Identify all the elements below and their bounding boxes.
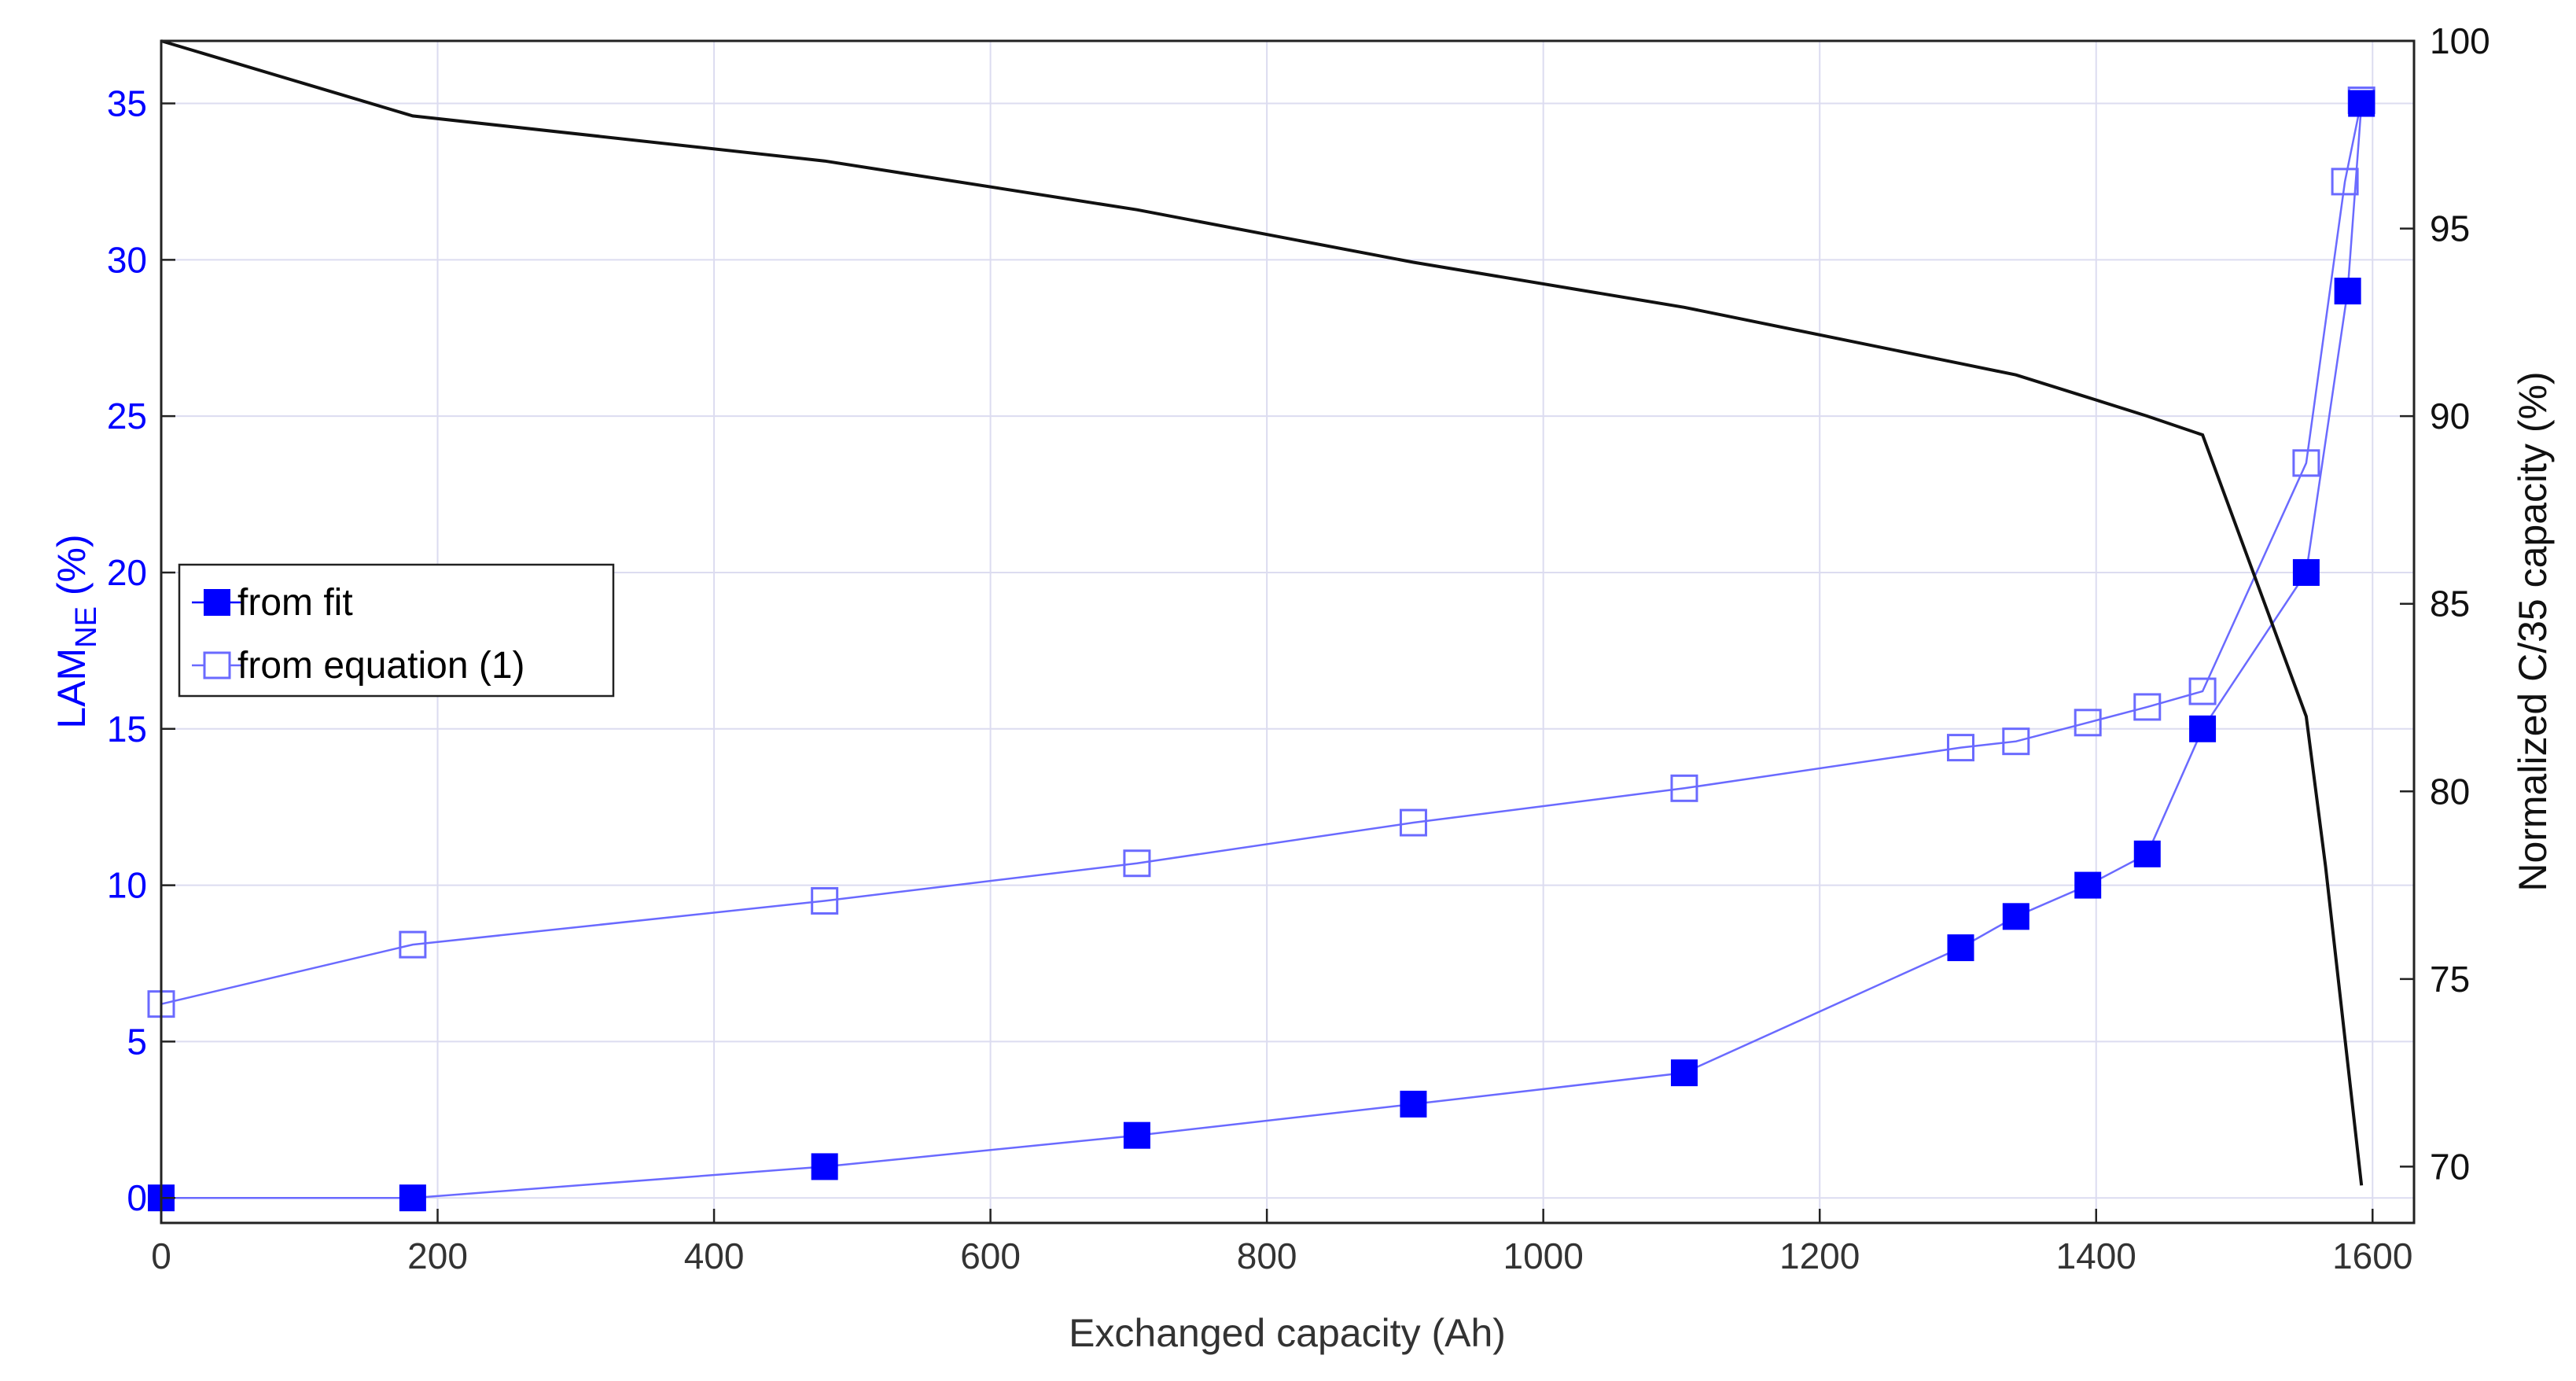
y-left-tick-label: 5 <box>127 1021 147 1062</box>
series-layer <box>147 39 2375 1212</box>
series-capacity-line <box>160 39 2364 1186</box>
from-equation-point <box>2292 449 2320 477</box>
from-equation-point <box>1123 849 1151 878</box>
legend-marker-from-equation <box>203 651 231 679</box>
from-fit-point <box>2189 715 2217 742</box>
from-fit-point <box>2002 903 2030 930</box>
y-axis-right-title: Normalized C/35 capacity (%) <box>2511 371 2555 891</box>
from-fit-point <box>2348 90 2375 117</box>
from-equation-point <box>2133 693 2162 721</box>
y-left-tick-label: 20 <box>107 552 147 593</box>
x-tick-label: 1000 <box>1503 1236 1583 1276</box>
y-right-tick-label: 75 <box>2430 959 2470 1000</box>
y-right-tick-label: 100 <box>2430 20 2490 61</box>
x-tick-label: 600 <box>960 1236 1021 1276</box>
from-fit-point <box>1400 1090 1427 1118</box>
y-left-tick-label: 15 <box>107 709 147 749</box>
x-tick-label: 1600 <box>2332 1236 2412 1276</box>
y-left-tick-label: 25 <box>107 396 147 436</box>
x-tick-label: 0 <box>151 1236 171 1276</box>
ticks: 0 200 400 600 800 1000 1200 1400 1600 0 5 10 15 20 25 3… <box>107 20 2490 1276</box>
from-equation-point <box>811 886 839 915</box>
y-right-tick-label: 80 <box>2430 771 2470 812</box>
from-equation-point <box>2188 677 2217 705</box>
y-left-tick-label: 0 <box>127 1177 147 1218</box>
x-tick-label: 400 <box>684 1236 745 1276</box>
series-from-fit-line <box>161 103 2363 1199</box>
x-axis-title: Exchanged capacity (Ah) <box>1069 1311 1506 1355</box>
legend-box <box>178 563 615 698</box>
from-fit-point <box>811 1153 838 1180</box>
y-left-tick-label: 10 <box>107 865 147 906</box>
from-equation-point <box>1670 774 1698 802</box>
y-axis-left-title-sub: NE <box>70 606 103 648</box>
from-fit-point <box>2292 558 2320 586</box>
from-fit-point <box>2334 278 2361 305</box>
legend-label-from-fit: from fit <box>237 582 353 624</box>
x-tick-label: 1400 <box>2056 1236 2136 1276</box>
series-from-equation-line <box>160 100 2363 1005</box>
y-left-tick-label: 30 <box>107 239 147 280</box>
from-equation-point <box>2074 709 2102 737</box>
from-fit-point <box>399 1184 426 1212</box>
x-tick-label: 800 <box>1237 1236 1297 1276</box>
from-fit-point <box>1670 1059 1698 1087</box>
from-equation-point <box>1399 808 1427 837</box>
from-fit-point <box>2074 871 2102 899</box>
y-axis-left-title-main: LAM <box>50 648 94 729</box>
legend-label-from-equation: from equation (1) <box>237 645 525 687</box>
y-right-tick-label: 70 <box>2430 1146 2470 1187</box>
from-fit-point <box>2133 840 2161 867</box>
y-right-tick-label: 90 <box>2430 396 2470 436</box>
from-equation-point <box>2331 168 2359 196</box>
plot-frame <box>160 39 2416 1224</box>
x-tick-label: 1200 <box>1779 1236 1860 1276</box>
x-tick-label: 200 <box>407 1236 468 1276</box>
y-right-tick-label: 95 <box>2430 208 2470 249</box>
y-right-tick-label: 85 <box>2430 584 2470 624</box>
y-axis-left-title-suffix: (%) <box>50 534 94 606</box>
y-axis-left-title: LAMNE (%) <box>50 534 103 728</box>
from-fit-point <box>1947 934 1974 962</box>
from-equation-point <box>2002 727 2030 756</box>
from-equation-point <box>1946 734 1974 762</box>
legend-marker-from-fit <box>204 589 230 616</box>
from-equation-point <box>399 930 427 959</box>
y-left-tick-label: 35 <box>107 83 147 124</box>
grid <box>160 41 2414 1223</box>
from-fit-point <box>1123 1121 1150 1149</box>
legend: from fit from equation (1) <box>178 563 615 698</box>
